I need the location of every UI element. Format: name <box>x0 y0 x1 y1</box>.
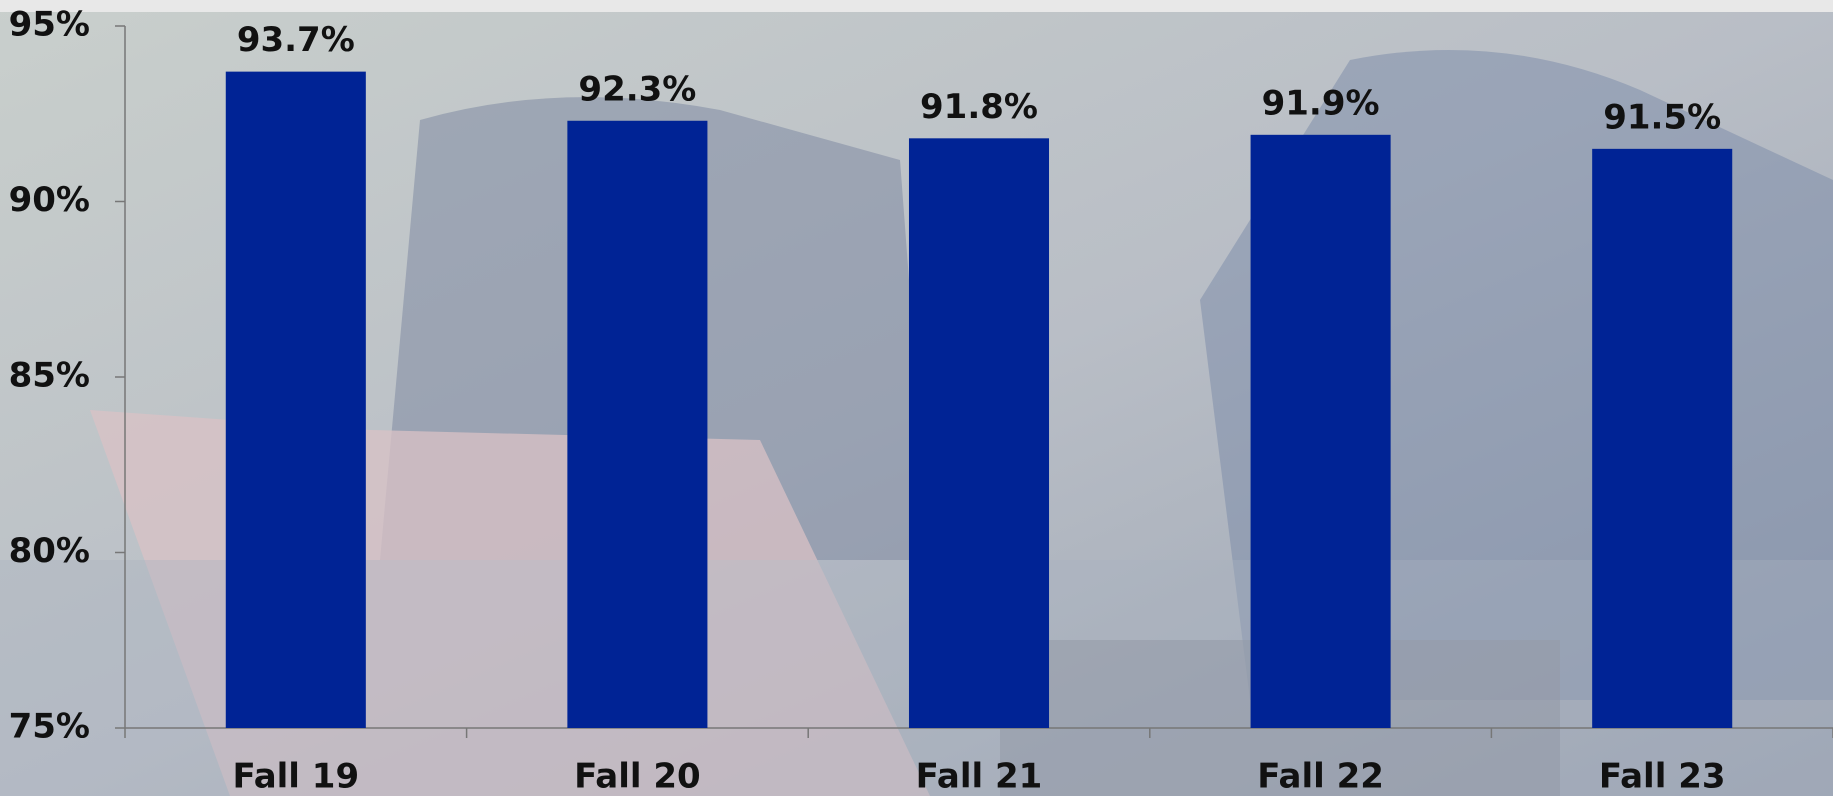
value-label: 92.3% <box>578 69 696 109</box>
value-label: 93.7% <box>237 20 355 60</box>
value-label: 91.5% <box>1603 97 1721 137</box>
value-label: 91.9% <box>1262 83 1380 123</box>
y-tick-label: 80% <box>9 531 90 571</box>
y-tick-label: 85% <box>9 356 90 396</box>
x-tick-label: Fall 21 <box>916 757 1043 796</box>
x-tick-label: Fall 19 <box>232 757 359 796</box>
y-tick-label: 75% <box>9 707 90 747</box>
y-tick-label: 95% <box>9 5 90 45</box>
x-tick-label: Fall 22 <box>1257 757 1384 796</box>
bar <box>567 120 708 728</box>
x-tick-label: Fall 20 <box>574 757 701 796</box>
bar <box>1250 134 1391 728</box>
bar <box>908 138 1050 728</box>
bar <box>225 71 366 728</box>
value-label: 91.8% <box>920 87 1038 127</box>
bar <box>1592 148 1733 729</box>
x-tick-label: Fall 23 <box>1599 757 1726 796</box>
y-tick-label: 90% <box>9 180 90 220</box>
photo-top-edge <box>0 0 1833 12</box>
